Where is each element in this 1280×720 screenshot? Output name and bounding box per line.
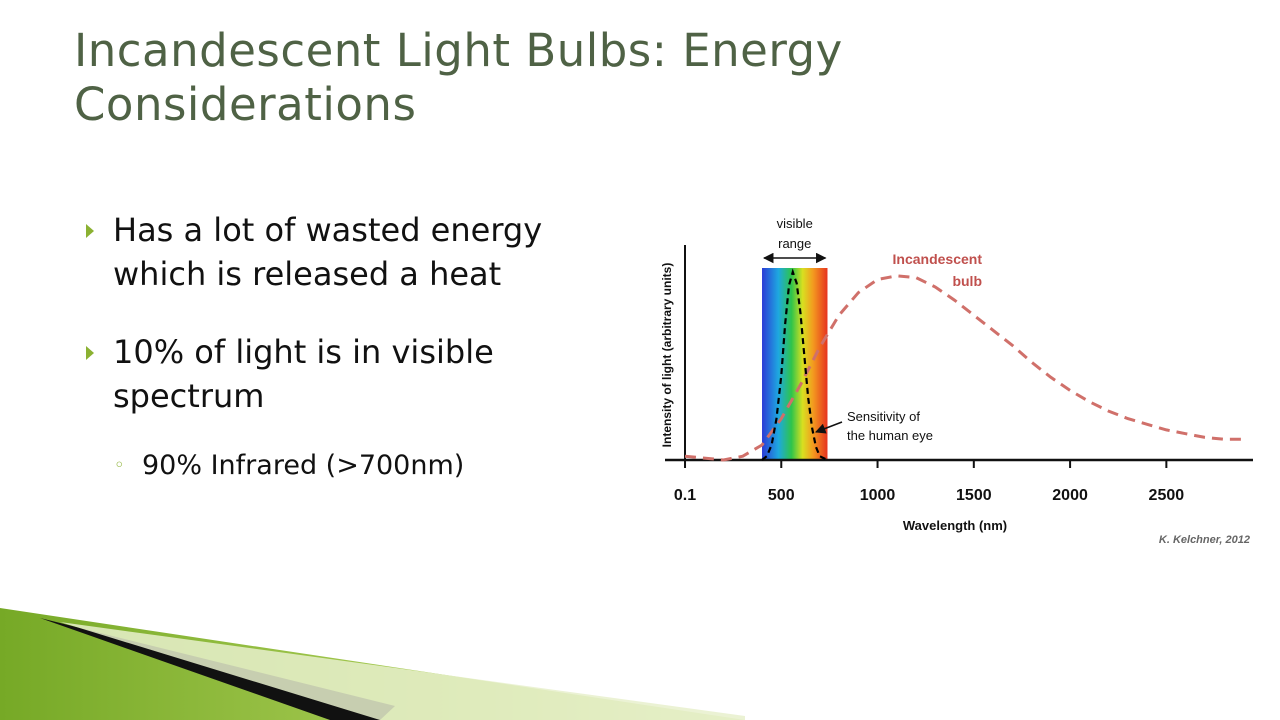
bullet-text: 10% of light is in visible spectrum: [113, 333, 494, 415]
y-axis-label: Intensity of light (arbitrary units): [660, 263, 674, 448]
x-tick-label: 1000: [860, 487, 896, 504]
triangle-bullet-icon: [86, 346, 94, 360]
chart-credit: K. Kelchner, 2012: [1159, 534, 1250, 546]
x-tick-label: 500: [768, 487, 795, 504]
x-tick-group: 0.1 500 1000 1500 2000 2500: [674, 460, 1184, 504]
series-eye-sensitivity: [761, 268, 828, 461]
sub-bullet-item: ◦ 90% Infrared (>700nm): [86, 446, 626, 486]
slide-title: Incandescent Light Bulbs: Energy Conside…: [74, 24, 843, 131]
x-tick-label: 0.1: [674, 487, 696, 504]
annotation-incandescent-line-1: Incandescent: [893, 251, 983, 267]
triangle-bullet-icon: [86, 224, 94, 238]
bullet-text: Has a lot of wasted energy which is rele…: [113, 211, 543, 293]
x-tick-label: 2500: [1149, 487, 1185, 504]
bullet-item: Has a lot of wasted energy which is rele…: [86, 208, 626, 296]
bullet-list: Has a lot of wasted energy which is rele…: [86, 208, 626, 486]
x-tick-label: 1500: [956, 487, 992, 504]
annotation-eye-line-1: Sensitivity of: [847, 409, 920, 424]
x-tick-label: 2000: [1052, 487, 1088, 504]
eye-annotation-arrow: [815, 421, 843, 434]
annotation-incandescent-line-2: bulb: [952, 273, 982, 289]
circle-bullet-icon: ◦: [114, 455, 125, 476]
bullet-item: 10% of light is in visible spectrum: [86, 330, 626, 418]
wavelength-chart: visible range 0.1 500 1000 1500 2000 2500 Inc…: [660, 216, 1253, 546]
visible-range-label-line-1: visible: [777, 216, 813, 231]
visible-range-label-line-2: range: [778, 236, 811, 251]
light-wedge-shape: [60, 622, 745, 720]
x-axis-label: Wavelength (nm): [903, 518, 1007, 533]
sub-bullet-text: 90% Infrared (>700nm): [142, 450, 465, 481]
annotation-eye-line-2: the human eye: [847, 428, 933, 443]
